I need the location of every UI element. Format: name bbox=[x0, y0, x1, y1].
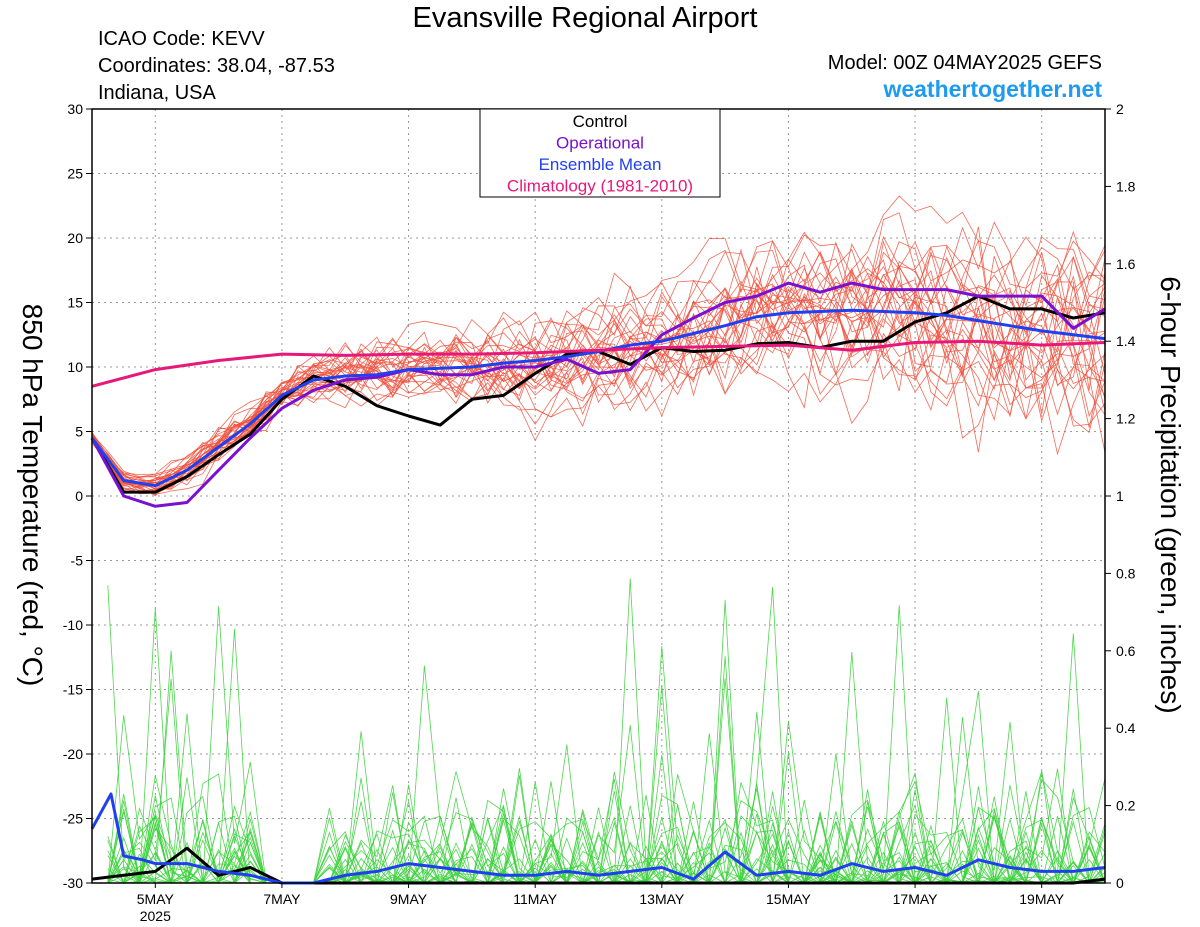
ensemble-temperature-members bbox=[91, 195, 1106, 497]
y-tick-label-right: 1.8 bbox=[1116, 178, 1136, 194]
x-tick-label: 7MAY bbox=[263, 891, 301, 907]
ensemble-temp-member bbox=[91, 248, 1106, 486]
y-tick-label-left: 15 bbox=[67, 295, 83, 311]
ensemble-temp-member bbox=[91, 240, 1106, 495]
legend: Control Operational Ensemble Mean Climatolo… bbox=[479, 108, 721, 198]
ensemble-precip-member bbox=[107, 605, 1106, 884]
y-tick-label-left: -15 bbox=[63, 682, 83, 698]
y-tick-label-right: 1.4 bbox=[1116, 333, 1136, 349]
ensemble-mean-temp-line bbox=[90, 308, 1106, 488]
y-tick-label-left: -10 bbox=[63, 617, 83, 633]
ensemble-temp-member bbox=[91, 245, 1106, 485]
operational-temp-line bbox=[90, 281, 1106, 508]
grid-lines bbox=[92, 109, 1105, 883]
y-tick-label-left: 30 bbox=[67, 101, 83, 117]
y-tick-label-left: -5 bbox=[71, 553, 84, 569]
y-tick-label-right: 2 bbox=[1116, 101, 1124, 117]
x-tick-label: 13MAY bbox=[639, 891, 685, 907]
x-tick-label: 17MAY bbox=[893, 891, 939, 907]
y-tick-label-right: 1 bbox=[1116, 488, 1124, 504]
ensemble-temp-member bbox=[91, 258, 1106, 487]
control-temp-line bbox=[90, 294, 1106, 494]
legend-item-control: Control bbox=[573, 112, 628, 131]
axes: 302520151050-5-10-15-20-25-3021.81.61.41… bbox=[63, 101, 1136, 924]
ensemble-precipitation-members bbox=[107, 578, 1106, 885]
ensemble-temp-member bbox=[91, 236, 1106, 491]
y-tick-label-right: 1.2 bbox=[1116, 411, 1136, 427]
ensemble-temp-member bbox=[91, 236, 1106, 481]
ensemble-precip-member bbox=[107, 600, 1105, 885]
y-tick-label-left: -30 bbox=[63, 875, 83, 891]
y-tick-label-right: 1.6 bbox=[1116, 256, 1136, 272]
climatology-1981-2010-temp-line bbox=[91, 339, 1106, 388]
chart-title: Evansville Regional Airport bbox=[412, 2, 758, 34]
y-tick-label-left: 25 bbox=[67, 166, 83, 182]
y-tick-label-right: 0.6 bbox=[1116, 643, 1136, 659]
y-tick-label-right: 0.8 bbox=[1116, 565, 1136, 581]
x-tick-label: 5MAY bbox=[137, 891, 175, 907]
region: Indiana, USA bbox=[98, 82, 216, 104]
x-tick-label: 11MAY bbox=[513, 891, 557, 907]
ensemble-precip-member bbox=[107, 607, 1106, 884]
y-tick-label-right: 0.2 bbox=[1116, 798, 1136, 814]
ensemble-temp-member bbox=[91, 243, 1106, 486]
coordinates: Coordinates: 38.04, -87.53 bbox=[98, 55, 335, 77]
y-tick-label-left: -25 bbox=[63, 811, 83, 827]
ensemble-mean-precip-line bbox=[90, 792, 1106, 885]
y-tick-label-left: 0 bbox=[75, 488, 83, 504]
y-tick-label-right: 0 bbox=[1116, 875, 1124, 891]
x-tick-label: 19MAY bbox=[1019, 891, 1065, 907]
ensemble-temp-member bbox=[91, 238, 1106, 478]
model-run: Model: 00Z 04MAY2025 GEFS bbox=[827, 52, 1102, 74]
y-tick-label-left: 10 bbox=[67, 359, 83, 375]
y-tick-label-right: 0.4 bbox=[1116, 720, 1136, 736]
y-tick-label-left: 5 bbox=[75, 424, 83, 440]
legend-item-climatology-1981-2010: Climatology (1981-2010) bbox=[507, 177, 693, 196]
ensemble-precip-member bbox=[107, 606, 1106, 885]
website-link[interactable]: weathertogether.net bbox=[883, 76, 1102, 102]
x-tick-label: 9MAY bbox=[390, 891, 428, 907]
ensemble-temp-member bbox=[91, 226, 1106, 486]
legend-item-ensemble-mean: Ensemble Mean bbox=[539, 155, 662, 174]
legend-box bbox=[479, 108, 721, 198]
legend-item-operational: Operational bbox=[556, 134, 644, 153]
x-tick-label: 15MAY bbox=[766, 891, 812, 907]
icao-code: ICAO Code: KEVV bbox=[98, 28, 265, 50]
y-tick-label-left: -20 bbox=[63, 746, 83, 762]
ensemble-temp-member bbox=[91, 271, 1106, 495]
y-tick-label-left: 20 bbox=[67, 230, 83, 246]
x-tick-sublabel: 2025 bbox=[140, 908, 171, 924]
